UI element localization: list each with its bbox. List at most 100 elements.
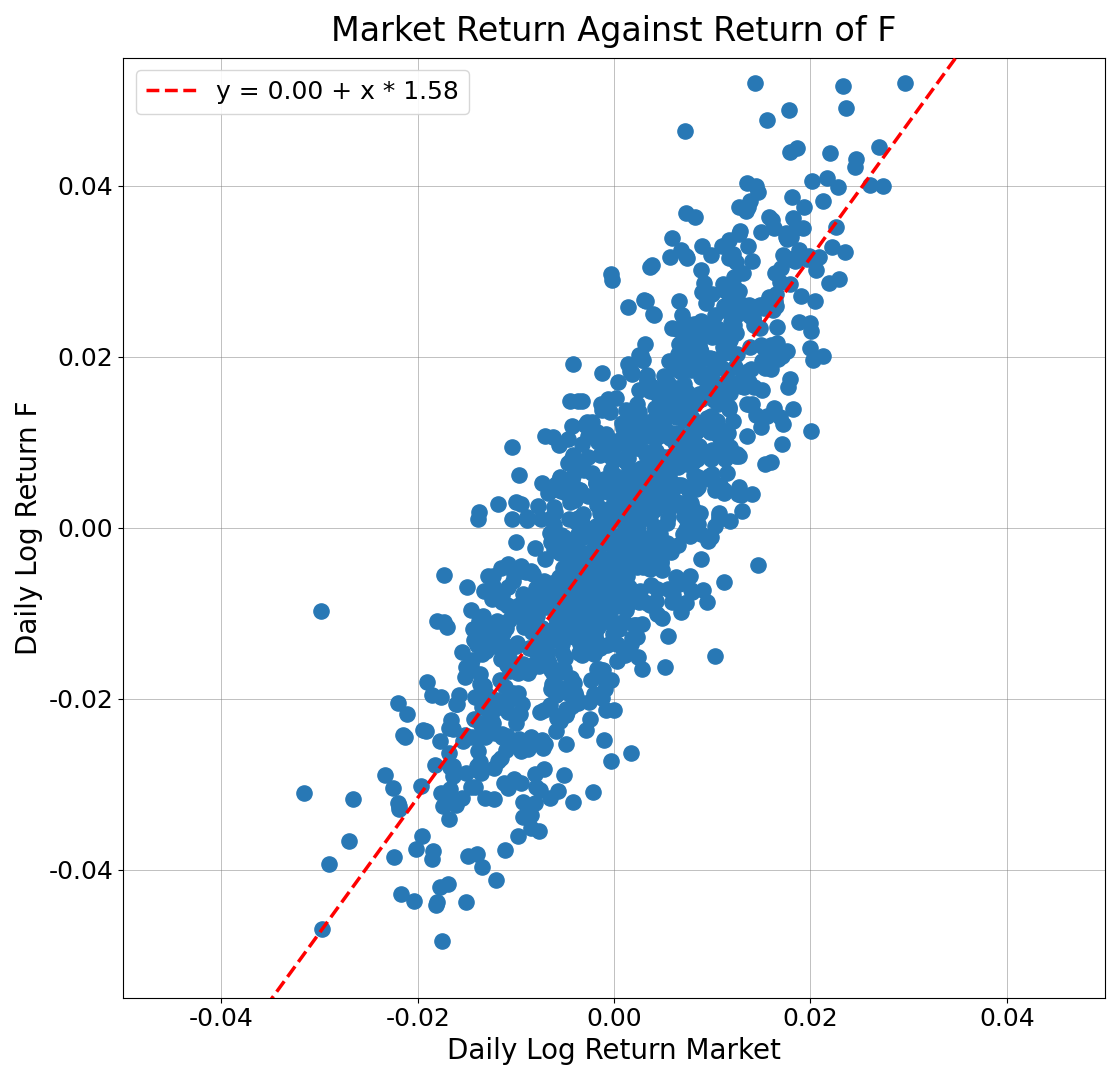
Point	[645, 501, 663, 518]
Point	[595, 554, 613, 571]
Point	[470, 666, 488, 684]
Point	[634, 413, 652, 430]
Point	[670, 536, 688, 553]
Point	[763, 360, 781, 377]
Point	[587, 474, 605, 491]
Point	[497, 741, 515, 758]
Point	[633, 489, 651, 507]
Point	[702, 528, 720, 545]
Point	[523, 623, 541, 640]
Point	[652, 555, 670, 572]
Point	[465, 711, 483, 728]
Point	[673, 449, 691, 467]
Point	[550, 540, 568, 557]
Point	[507, 715, 525, 732]
Point	[702, 328, 720, 346]
Point	[648, 483, 666, 500]
Point	[563, 698, 581, 715]
Point	[617, 433, 635, 450]
Point	[569, 525, 587, 542]
Point	[485, 637, 503, 654]
Point	[808, 261, 825, 279]
Point	[563, 539, 581, 556]
Point	[670, 456, 688, 473]
Point	[579, 625, 597, 643]
Point	[558, 541, 576, 558]
Point	[595, 597, 613, 615]
Point	[634, 351, 652, 368]
Point	[548, 585, 566, 603]
Point	[447, 696, 465, 713]
Point	[615, 489, 633, 507]
Point	[830, 271, 848, 288]
Point	[653, 393, 671, 410]
Point	[618, 642, 636, 659]
Point	[629, 381, 647, 399]
Point	[626, 526, 644, 543]
Point	[542, 626, 560, 644]
Point	[644, 546, 662, 564]
Point	[464, 651, 482, 669]
Point	[520, 664, 538, 681]
Point	[763, 337, 781, 354]
Point	[702, 444, 720, 461]
Point	[560, 511, 578, 528]
Point	[582, 582, 600, 599]
Point	[671, 496, 689, 513]
Point	[726, 347, 744, 364]
Point	[579, 448, 597, 465]
Point	[642, 551, 660, 568]
Point	[656, 449, 674, 467]
Point	[552, 625, 570, 643]
Point	[690, 420, 708, 437]
Point	[581, 672, 599, 689]
Point	[586, 625, 604, 643]
Point	[607, 468, 625, 485]
Point	[619, 536, 637, 553]
Point	[589, 485, 607, 502]
Point	[599, 391, 617, 408]
Point	[444, 767, 461, 784]
Point	[702, 378, 720, 395]
Point	[660, 374, 678, 391]
Point	[689, 478, 707, 496]
Legend: y = 0.00 + x * 1.58: y = 0.00 + x * 1.58	[136, 70, 468, 114]
Point	[524, 640, 542, 658]
Point	[484, 578, 502, 595]
Point	[715, 343, 732, 361]
Point	[571, 548, 589, 565]
Point	[755, 340, 773, 357]
Point	[606, 450, 624, 468]
Point	[435, 613, 452, 631]
Point	[663, 424, 681, 442]
Point	[603, 615, 620, 632]
Point	[618, 503, 636, 521]
Point	[603, 441, 620, 458]
Point	[603, 672, 620, 689]
Point	[766, 264, 784, 281]
Point	[524, 589, 542, 606]
Point	[672, 242, 690, 259]
Point	[407, 840, 424, 858]
Point	[579, 580, 597, 597]
Point	[586, 632, 604, 649]
Point	[540, 654, 558, 672]
Point	[694, 325, 712, 342]
Point	[572, 453, 590, 470]
Point	[473, 716, 491, 733]
Point	[655, 420, 673, 437]
Point	[660, 627, 678, 645]
Point	[716, 375, 734, 392]
Point	[678, 383, 696, 401]
Point	[498, 657, 516, 674]
Point	[656, 379, 674, 396]
Point	[712, 392, 730, 409]
Point	[634, 615, 652, 632]
Point	[780, 378, 797, 395]
Point	[542, 578, 560, 595]
Point	[603, 461, 620, 478]
Point	[461, 658, 479, 675]
Point	[586, 590, 604, 607]
Point	[578, 596, 596, 613]
Point	[720, 249, 738, 267]
